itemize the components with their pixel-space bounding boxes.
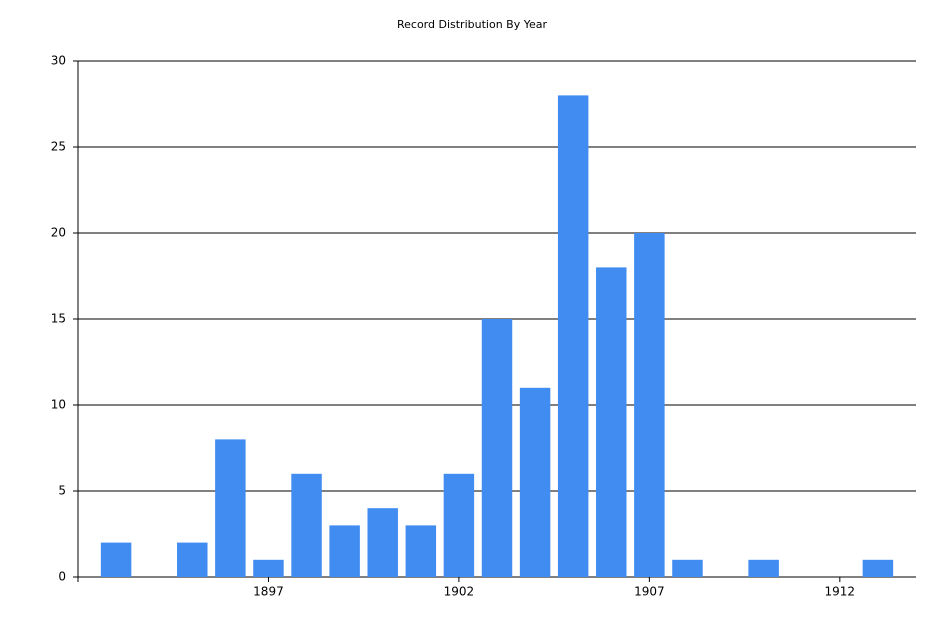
bar: [862, 559, 894, 577]
y-tick-label: 25: [51, 140, 66, 154]
y-tick-label: 5: [58, 484, 66, 498]
bar: [748, 559, 779, 577]
y-tick-label: 30: [51, 54, 66, 68]
bar: [672, 559, 703, 577]
bar: [253, 559, 284, 577]
y-tick-label: 10: [51, 398, 66, 412]
bar: [557, 95, 589, 578]
bar: [100, 542, 132, 577]
bar: [519, 387, 551, 577]
chart-title: Record Distribution By Year: [397, 18, 547, 31]
y-tick-label: 0: [58, 570, 66, 584]
x-tick-label: 1897: [253, 585, 284, 599]
bar: [634, 233, 665, 577]
bar: [329, 525, 360, 577]
x-tick-label: 1912: [825, 585, 856, 599]
y-tick-label: 15: [51, 312, 66, 326]
bar: [596, 267, 627, 577]
bar: [177, 542, 208, 577]
bar: [367, 508, 398, 577]
x-tick-label: 1902: [444, 585, 475, 599]
bar: [291, 473, 322, 577]
x-tick-label: 1907: [634, 585, 665, 599]
bar: [443, 473, 475, 577]
bar: [215, 439, 246, 577]
bar: [481, 319, 513, 577]
bar: [405, 525, 437, 577]
y-tick-label: 20: [51, 226, 66, 240]
